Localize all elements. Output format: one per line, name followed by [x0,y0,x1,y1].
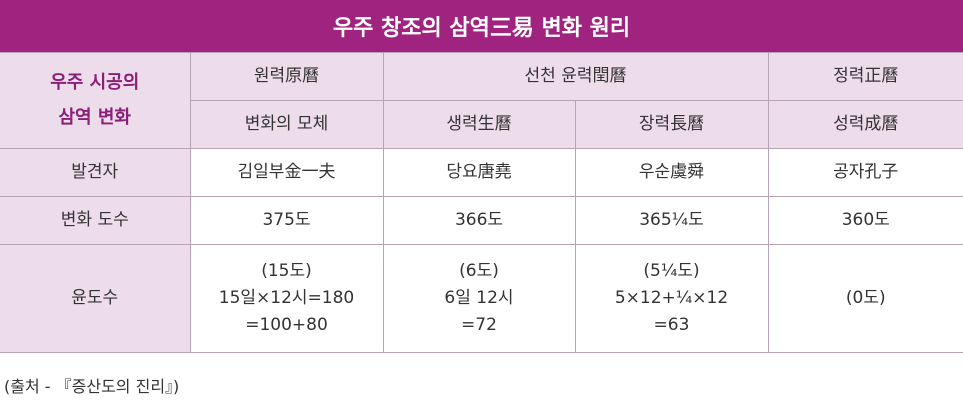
table-cell: 생력生曆 [382,100,576,149]
cell-line: 15일×12시=180 [218,287,355,308]
table-cell: 김일부金一夫 [189,148,384,197]
source-note: (출처 - 『증산도의 진리』) [4,377,180,396]
cell-line: 우주 시공의 [50,72,140,94]
table-cell: 선천 윤력閏曆 [382,52,769,101]
cell-line: (15도) [261,260,312,281]
table-cell: 변화의 모체 [190,100,384,149]
table-row: 발견자 김일부金一夫 당요唐堯 우순虞舜 공자孔子 [0,148,963,197]
cell-line: 6일 12시 [444,287,514,308]
table-cell: (15도) 15일×12시=180 =100+80 [189,244,384,353]
table-cell: 당요唐堯 [382,148,576,197]
table-cell: 장력長曆 [574,100,769,149]
cell-line: (5¼도) [643,260,700,281]
table: 우주 시공의 삼역 변화 원력原曆 선천 윤력閏曆 정력正曆 변화의 모체 생력生曆 장력長曆… [0,52,963,353]
table-cell: (5¼도) 5×12+¼×12 =63 [574,244,769,353]
table-cell: 정력正曆 [767,52,963,101]
cell-line: =100+80 [245,315,328,336]
table-cell: 우순虞舜 [574,148,769,197]
table-cell: 공자孔子 [767,148,963,197]
table-cell: 375도 [189,196,384,245]
table-cell: 원력原曆 [189,52,384,101]
cell-line: =72 [461,315,497,336]
table-cell: 366도 [382,196,576,245]
cell-line: 삼역 변화 [58,106,131,128]
table-cell: 성력成曆 [767,100,963,149]
table-cell: 변화 도수 [0,196,191,245]
table-row: 변화 도수 375도 366도 365¼도 360도 [0,196,963,245]
table-title: 우주 창조의 삼역三易 변화 원리 [0,0,963,52]
table-cell: 윤도수 [0,244,191,353]
cell-line: (6도) [459,260,499,281]
table-cell: 365¼도 [574,196,769,245]
table-cell: (6도) 6일 12시 =72 [382,244,576,353]
table-cell: 발견자 [0,148,191,197]
cell-line: (0도) [845,287,886,308]
cell-line: 5×12+¼×12 [614,287,729,308]
header-row: 우주 시공의 삼역 변화 원력原曆 선천 윤력閏曆 정력正曆 [0,52,963,149]
cell-line: =63 [653,315,690,336]
table-cell: 360도 [767,196,963,245]
table-cell: (0도) [767,244,963,353]
table-row: 윤도수 (15도) 15일×12시=180 =100+80 (6도) 6일 12시 =72(… [0,244,963,353]
